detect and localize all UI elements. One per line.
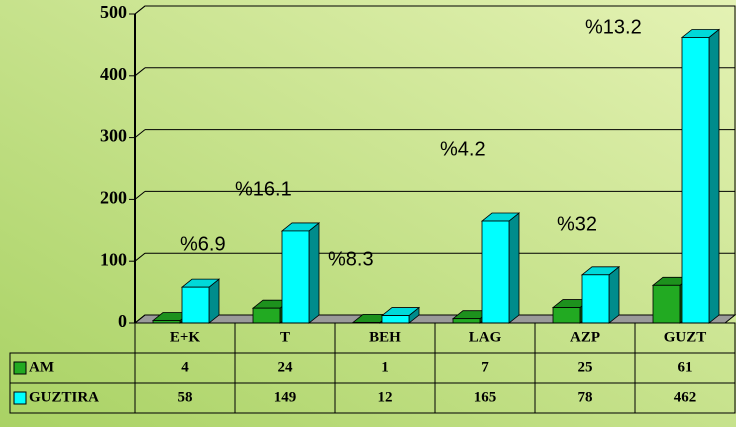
grid-line	[134, 129, 146, 138]
table-value: 4	[181, 359, 189, 375]
bar	[552, 307, 581, 324]
annotation: %4.2	[440, 138, 486, 160]
table-value: 58	[178, 389, 193, 405]
y-tick-label: 500	[100, 2, 127, 22]
table-value: 7	[481, 359, 489, 375]
table-category: T	[280, 329, 290, 345]
table-category: LAG	[469, 329, 502, 345]
bar	[281, 230, 310, 324]
bar	[452, 318, 481, 324]
y-tick-label: 200	[100, 188, 127, 208]
bar-side	[708, 28, 720, 324]
bar	[581, 274, 610, 324]
grid-line	[134, 67, 146, 77]
bar	[652, 284, 681, 324]
table-value: 12	[378, 389, 393, 405]
table-value: 61	[678, 359, 693, 375]
y-tick-label: 100	[100, 249, 127, 269]
grid-line	[134, 252, 146, 262]
bar	[181, 286, 210, 324]
y-tick-label: 300	[100, 126, 127, 146]
bar	[481, 220, 510, 324]
bar	[381, 315, 410, 324]
bar	[252, 307, 281, 324]
annotation: %13.2	[585, 16, 642, 38]
table-value: 1	[381, 359, 389, 375]
legend-label: AM	[29, 359, 54, 375]
table-value: 78	[578, 389, 593, 405]
grid-line	[134, 314, 146, 324]
annotation: %6.9	[180, 233, 226, 255]
annotation: %16.1	[235, 178, 292, 200]
annotation: %8.3	[328, 248, 374, 270]
table-value: 25	[578, 359, 593, 375]
table-category: BEH	[369, 329, 401, 345]
legend-swatch	[13, 361, 27, 375]
grid-line	[134, 191, 146, 200]
grid-line	[134, 5, 146, 15]
table-category: GUZT	[664, 329, 707, 345]
bar-side	[308, 222, 320, 324]
bar-side	[508, 212, 520, 324]
bar	[681, 37, 710, 324]
table-category: E+K	[170, 329, 201, 345]
annotation: %32	[557, 213, 597, 235]
table-category: AZP	[570, 329, 600, 345]
legend-swatch	[13, 391, 27, 405]
y-tick-label: 400	[100, 64, 127, 84]
floor	[133, 314, 736, 324]
y-tick-label: 0	[118, 311, 127, 331]
table-value: 462	[674, 389, 697, 405]
table-value: 24	[278, 359, 294, 375]
legend-label: GUZTIRA	[29, 389, 99, 405]
bar-side	[608, 265, 620, 324]
table-value: 165	[474, 389, 497, 405]
table-value: 149	[274, 389, 297, 405]
